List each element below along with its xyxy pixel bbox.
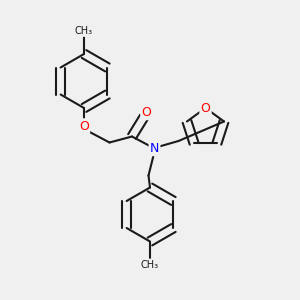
Text: CH₃: CH₃: [141, 260, 159, 270]
Text: CH₃: CH₃: [75, 26, 93, 36]
Text: N: N: [150, 142, 159, 155]
Text: O: O: [201, 101, 210, 115]
Text: O: O: [142, 106, 151, 119]
Text: O: O: [79, 119, 89, 133]
